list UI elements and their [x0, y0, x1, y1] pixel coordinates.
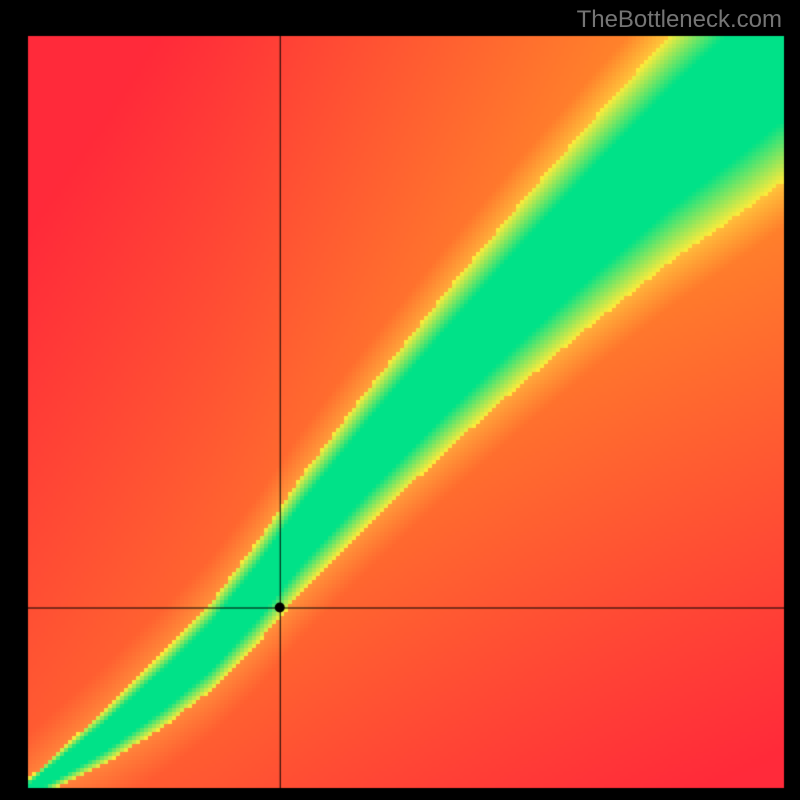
- bottleneck-heatmap: [0, 0, 800, 800]
- watermark-text: TheBottleneck.com: [577, 6, 782, 34]
- chart-container: TheBottleneck.com: [0, 0, 800, 800]
